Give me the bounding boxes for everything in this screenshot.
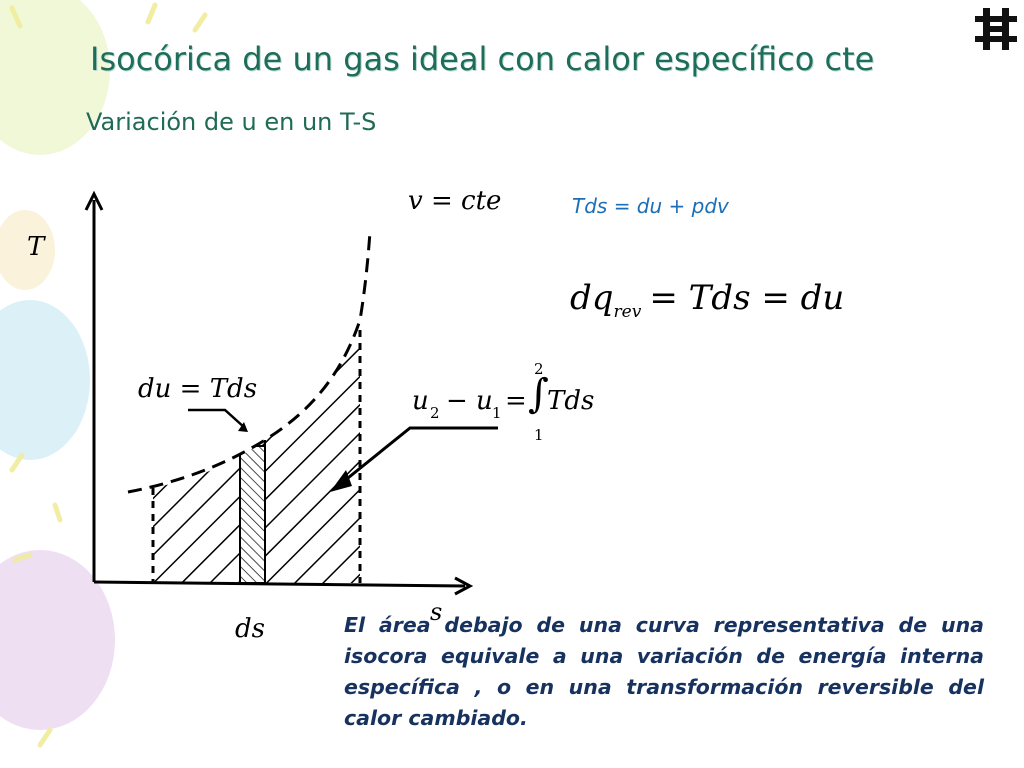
gibbs-equation: Tds = du + pdv (572, 194, 729, 218)
integral-upper-limit: 2 (534, 360, 544, 378)
strip-label-arrow (188, 408, 246, 429)
integral-lhs: u (412, 386, 429, 416)
slide-subtitle: Variación de u en un T-S (86, 108, 377, 136)
x-axis-arrow (454, 576, 474, 596)
y-axis-label: T (27, 232, 45, 262)
isochoric-curve (127, 231, 372, 494)
y-axis-arrow (84, 190, 104, 211)
slide-title: Isocórica de un gas ideal con calor espe… (90, 40, 875, 78)
dq-rhs: = Tds = du (649, 278, 845, 318)
x-axis-label: s (430, 598, 443, 626)
integral-minus: − u (446, 386, 493, 416)
utn-logo-icon (975, 8, 1017, 50)
integral-minus-sub: 1 (492, 404, 502, 422)
x-axis (93, 580, 466, 588)
integral-arrow (337, 426, 498, 488)
ds-label: ds (235, 614, 265, 644)
dq-subscript: rev (613, 301, 642, 322)
curve-label: v = cte (408, 186, 502, 216)
strip-label: du = Tds (138, 374, 258, 404)
integral-sign-icon: ∫ (528, 371, 549, 417)
integral-lhs-sub: 2 (430, 404, 440, 422)
integral-equation: u 2 − u 1 = 2 ∫ 1 Tds (412, 358, 612, 448)
dq-equation: dqrev = Tds = du (570, 278, 844, 322)
integral-body: Tds (547, 386, 595, 416)
integral-lower-limit: 1 (534, 426, 544, 444)
dq-lhs: dq (570, 278, 614, 318)
description-text: El área debajo de una curva representati… (344, 613, 984, 730)
integral-equals: = (505, 386, 527, 416)
